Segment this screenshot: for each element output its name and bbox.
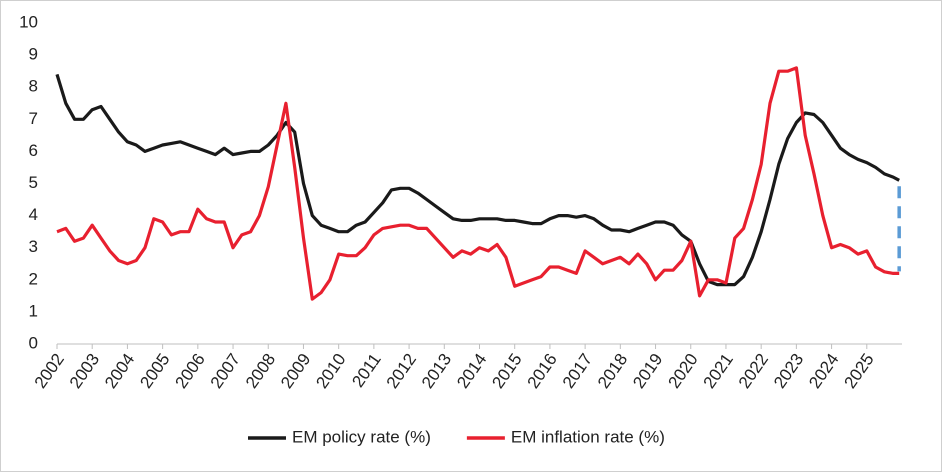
y-tick-label: 2	[29, 269, 38, 288]
y-tick-label: 3	[29, 237, 38, 256]
y-tick-label: 8	[29, 77, 38, 96]
series-line	[55, 73, 900, 287]
y-tick-label: 4	[29, 205, 38, 224]
legend-label: EM inflation rate (%)	[511, 427, 665, 446]
y-tick-label: 5	[29, 173, 38, 192]
y-tick-label: 9	[29, 45, 38, 64]
legend-label: EM policy rate (%)	[292, 427, 431, 446]
y-tick-label: 10	[19, 12, 38, 31]
series-line	[56, 66, 900, 301]
y-tick-label: 1	[29, 301, 38, 320]
y-tick-label: 0	[29, 333, 38, 352]
y-tick-label: 6	[29, 141, 38, 160]
y-tick-label: 7	[29, 109, 38, 128]
